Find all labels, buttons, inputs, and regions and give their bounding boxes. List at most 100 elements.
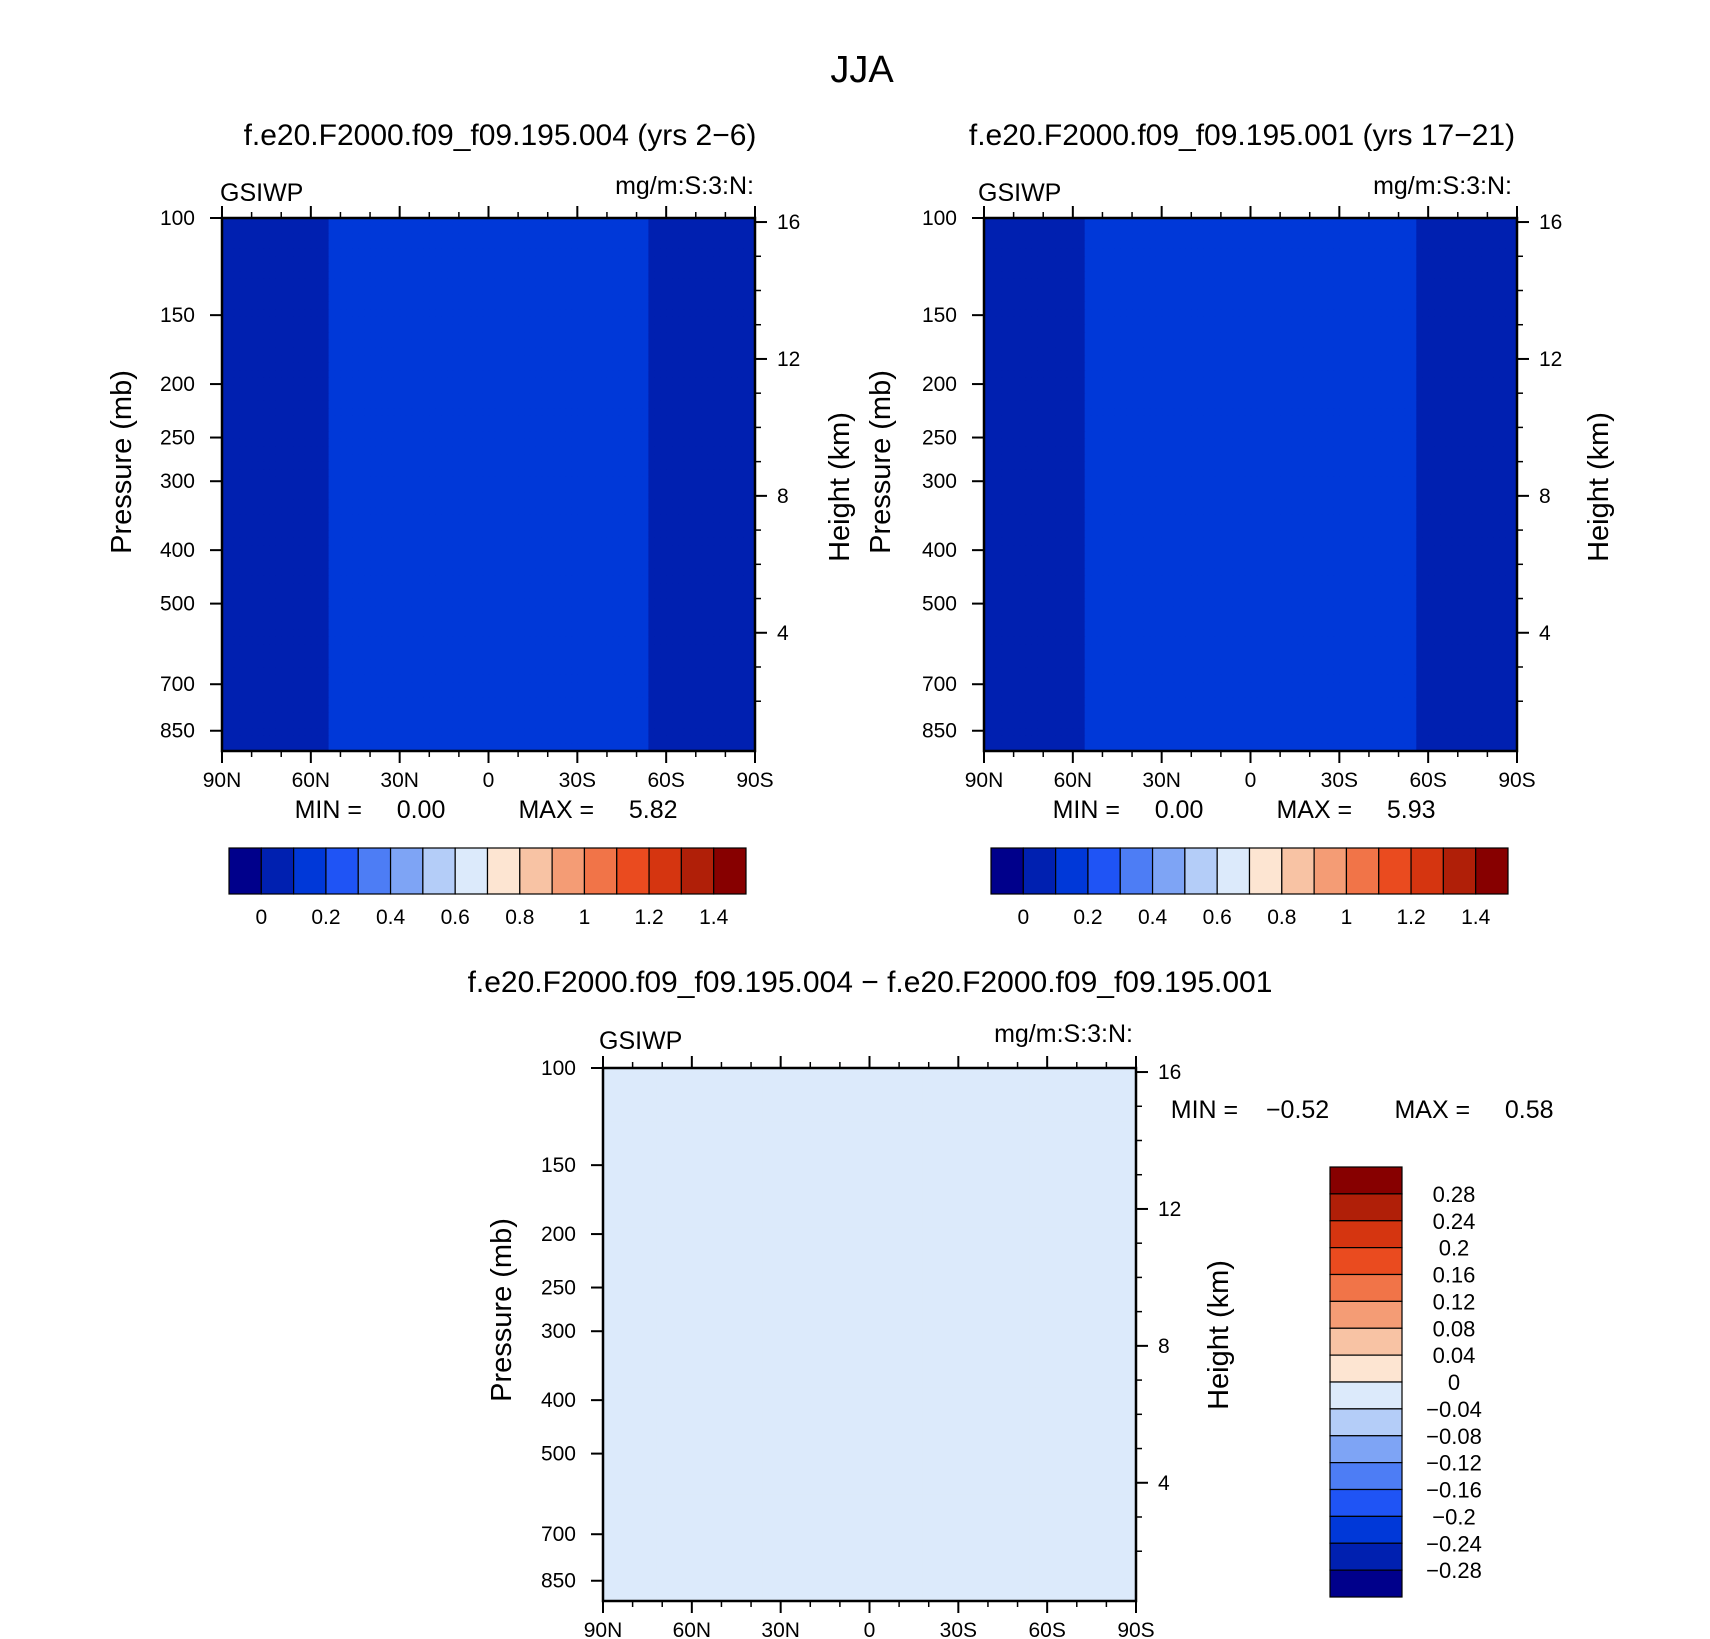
heat-cell (435, 263, 442, 272)
heat-cell (654, 446, 661, 455)
heat-cell (476, 309, 484, 318)
heat-cell (447, 522, 454, 531)
heat-cell (405, 575, 413, 585)
heat-cell (287, 393, 294, 402)
heat-cell (630, 507, 638, 516)
heat-cell (441, 560, 448, 569)
heat-cell (405, 621, 413, 630)
heat-cell (393, 218, 401, 227)
heat-cell (535, 240, 543, 250)
heat-cell (245, 530, 253, 539)
heat-cell (606, 522, 614, 531)
heat-cell (399, 476, 407, 486)
heat-cell (245, 225, 253, 234)
heat-cell (725, 339, 732, 349)
heat-cell (689, 355, 697, 364)
heat-cell (387, 248, 395, 257)
heat-cell (435, 301, 442, 310)
heat-cell (269, 385, 276, 394)
heat-cell (743, 423, 750, 432)
heat-cell (500, 225, 507, 234)
heat-cell (678, 575, 685, 585)
heat-cell (535, 332, 543, 341)
heat-cell (293, 537, 300, 547)
heat-cell (447, 530, 454, 539)
heat-cell (293, 286, 300, 295)
heat-cell (666, 316, 673, 326)
heat-cell (529, 522, 537, 531)
heat-cell (381, 225, 389, 234)
heat-cell (358, 332, 365, 341)
heat-cell (346, 385, 353, 394)
heat-cell (601, 537, 608, 547)
heat-cell (470, 332, 478, 341)
heat-cell (500, 484, 507, 493)
heat-cell (452, 636, 460, 645)
heat-cell (577, 476, 584, 486)
heat-cell (257, 469, 265, 478)
heat-cell (565, 362, 573, 371)
heat-cell (654, 613, 661, 623)
heat-cell (642, 431, 649, 440)
heat-cell (470, 385, 478, 394)
heat-cell (263, 514, 270, 524)
heat-cell (251, 339, 259, 349)
heat-cell (387, 606, 395, 615)
heat-cell (287, 423, 294, 432)
heat-cell (606, 294, 614, 303)
heat-cell (719, 469, 726, 478)
heat-cell (571, 393, 578, 402)
heat-cell (476, 438, 484, 448)
heat-cell (547, 461, 555, 470)
heat-cell (606, 385, 614, 394)
heat-cell (358, 423, 365, 432)
heat-cell (689, 438, 697, 448)
heat-cell (666, 545, 673, 554)
heat-cell (606, 545, 614, 554)
heat-cell (636, 545, 644, 554)
heat-cell (731, 568, 738, 577)
heat-cell (518, 316, 525, 326)
heat-cell (731, 339, 738, 349)
heat-cell (269, 393, 276, 402)
heat-cell (506, 431, 513, 440)
heat-cell (222, 393, 229, 402)
heat-cell (287, 530, 294, 539)
heat-cell (618, 240, 626, 250)
heat-cell (672, 301, 679, 310)
heat-cell (263, 294, 270, 303)
heat-cell (298, 438, 306, 448)
heat-cell (429, 575, 436, 585)
heat-cell (589, 514, 596, 524)
heat-cell (666, 606, 673, 615)
heat-cell (731, 438, 738, 448)
heat-cell (743, 332, 750, 341)
heat-cell (695, 415, 703, 425)
heat-cell (571, 347, 578, 356)
heat-cell (595, 332, 602, 341)
heat-cell (476, 629, 484, 638)
heat-cell (654, 415, 661, 425)
heat-cell (316, 301, 324, 310)
heat-cell (707, 362, 715, 371)
heat-cell (423, 324, 430, 333)
heat-cell (695, 263, 703, 272)
heat-cell (500, 233, 507, 242)
heat-cell (630, 278, 638, 288)
heat-cell (695, 355, 703, 364)
heat-cell (719, 537, 726, 547)
heat-cell (346, 431, 353, 440)
heat-cell (275, 316, 282, 326)
heat-cell (452, 484, 460, 493)
heat-cell (689, 248, 697, 257)
heat-cell (524, 469, 531, 478)
heat-cell (381, 499, 389, 508)
heat-cell (227, 438, 235, 448)
heat-cell (660, 225, 667, 234)
heat-cell (227, 636, 235, 645)
heat-cell (346, 324, 353, 333)
heat-cell (689, 537, 697, 547)
heat-cell (287, 286, 294, 295)
heat-cell (672, 347, 679, 356)
heat-cell (689, 278, 697, 288)
